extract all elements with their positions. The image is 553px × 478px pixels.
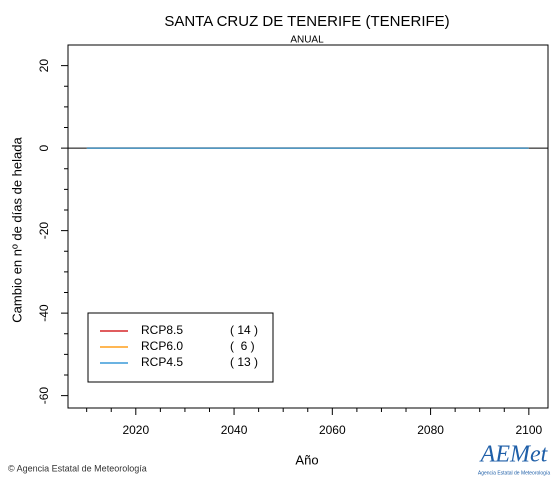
x-tick-label: 2060: [319, 423, 346, 437]
x-tick-label: 2040: [221, 423, 248, 437]
y-tick-label: -40: [37, 304, 51, 322]
copyright: © Agencia Estatal de Meteorología: [8, 463, 147, 473]
x-tick-label: 2080: [417, 423, 444, 437]
y-tick-label: -20: [37, 222, 51, 240]
legend-count: ( 13 ): [230, 355, 258, 369]
legend-label: RCP4.5: [141, 355, 183, 369]
legend-label: RCP8.5: [141, 323, 183, 337]
legend-count: ( 14 ): [230, 323, 258, 337]
logo: AEMet: [479, 442, 549, 468]
x-axis-label: Año: [295, 452, 318, 467]
chart-subtitle: ANUAL: [290, 35, 324, 46]
y-tick-label: 20: [37, 59, 51, 73]
x-tick-label: 2100: [515, 423, 542, 437]
y-tick-label: -60: [37, 387, 51, 405]
logo-caption: Agencia Estatal de Meteorología: [478, 470, 550, 476]
x-tick-label: 2020: [122, 423, 149, 437]
chart-title: SANTA CRUZ DE TENERIFE (TENERIFE): [164, 13, 449, 30]
y-axis-label: Cambio en nº de días de helada: [9, 137, 24, 323]
legend-count: ( 6 ): [230, 339, 255, 353]
y-tick-label: 0: [37, 144, 51, 151]
legend-label: RCP6.0: [141, 339, 183, 353]
